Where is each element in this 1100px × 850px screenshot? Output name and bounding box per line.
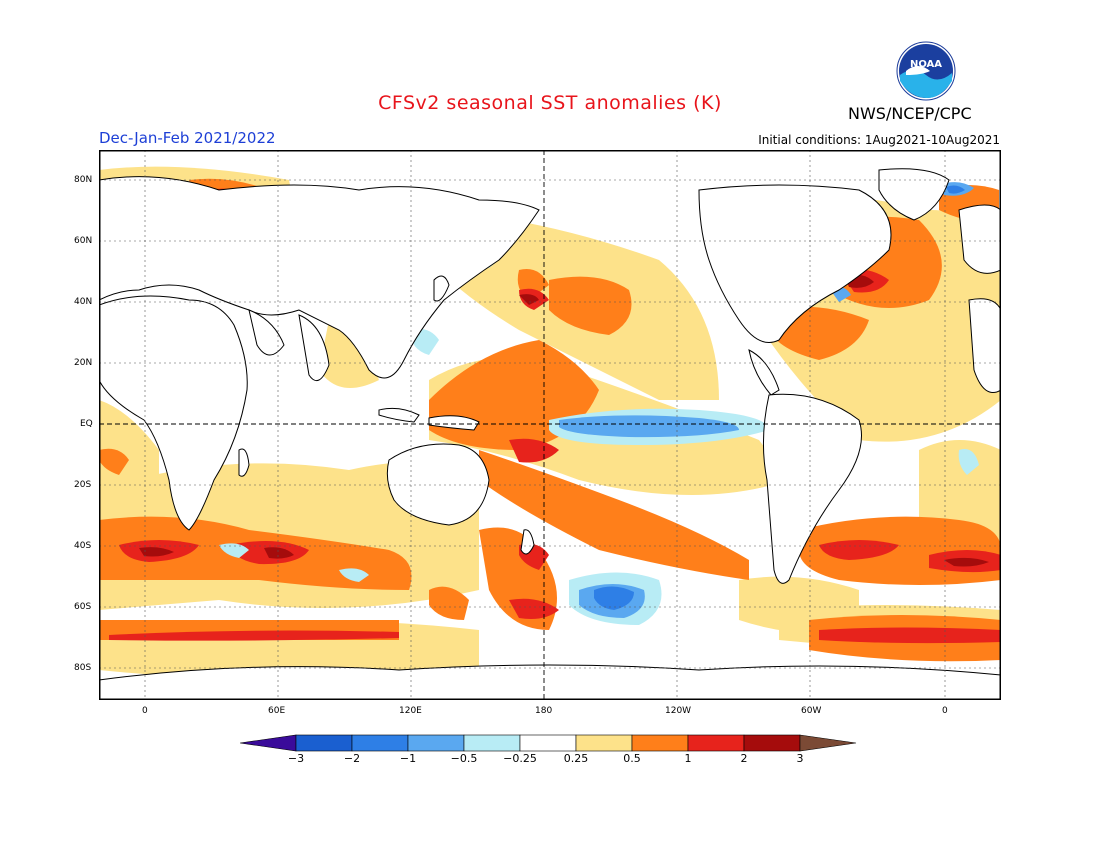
australia-landmass (386, 443, 490, 526)
initial-conditions-label: Initial conditions: 1Aug2021-10Aug2021 (758, 133, 1000, 147)
map-gridlines (99, 150, 1001, 700)
season-label: Dec-Jan-Feb 2021/2022 (99, 129, 276, 147)
eurasia-landmass (99, 176, 540, 379)
colorbar-arrow-high (799, 734, 857, 752)
map-frame (99, 150, 1001, 700)
lon-label: 60E (268, 706, 286, 716)
africa-landmass (99, 295, 248, 531)
colorbar-tick-label: 3 (796, 752, 804, 765)
lon-label: 120W (665, 706, 692, 716)
lat-label: EQ (80, 419, 93, 429)
south-america-landmass (762, 393, 862, 584)
svg-text:NOAA: NOAA (910, 59, 942, 70)
colorbar-tick-label: 0.25 (563, 752, 589, 765)
colorbar-tick-label: 2 (740, 752, 748, 765)
colorbar-swatch (631, 734, 689, 752)
lon-label: 60W (801, 706, 822, 716)
colorbar-tick-label: 0.5 (623, 752, 641, 765)
greenland-landmass (878, 168, 950, 221)
lon-label: 0 (142, 706, 148, 716)
colorbar-arrow-low (240, 734, 297, 752)
lat-label: 20S (74, 480, 92, 490)
madagascar-landmass (238, 448, 250, 477)
chart-title: CFSv2 seasonal SST anomalies (K) (378, 92, 722, 114)
colorbar-tick-label: −2 (343, 752, 361, 765)
equator-and-dateline (99, 150, 1001, 700)
lat-label: 40S (74, 541, 92, 551)
agency-label: NWS/NCEP/CPC (848, 104, 972, 123)
colorbar-swatch (407, 734, 465, 752)
colorbar-tick-label: −3 (287, 752, 305, 765)
antarctica-landmass (99, 664, 1001, 700)
lon-label: 120E (399, 706, 422, 716)
sst-anomaly-map (99, 150, 1001, 700)
colorbar-tick-label: −1 (399, 752, 417, 765)
japan-landmass (433, 275, 450, 302)
lon-label: 180 (535, 706, 553, 716)
lat-label: 80N (74, 175, 93, 185)
continents (99, 168, 1001, 700)
colorbar-swatch (743, 734, 801, 752)
colorbar-swatch (519, 734, 577, 752)
colorbar-tick-label: 1 (684, 752, 692, 765)
colorbar-swatch (295, 734, 353, 752)
new-zealand-landmass (520, 529, 535, 555)
lat-label: 40N (74, 297, 93, 307)
north-america-landmass (698, 184, 892, 343)
colorbar-tick-label: −0.25 (503, 752, 537, 765)
india-landmass (298, 314, 330, 382)
colorbar-tick-label: −0.5 (450, 752, 478, 765)
lat-label: 60N (74, 236, 93, 246)
colorbar-swatch (575, 734, 633, 752)
noaa-logo-icon: NOAA (896, 41, 956, 101)
central-america-landmass (748, 349, 780, 396)
arabia-landmass (248, 309, 285, 356)
lat-label: 20N (74, 358, 93, 368)
colorbar-swatch (463, 734, 521, 752)
colorbar-swatch (687, 734, 745, 752)
lat-label: 60S (74, 602, 92, 612)
lat-label: 80S (74, 663, 92, 673)
lon-label: 0 (942, 706, 948, 716)
indonesia-landmass (378, 407, 420, 423)
colorbar (240, 734, 857, 752)
colorbar-swatch (351, 734, 409, 752)
